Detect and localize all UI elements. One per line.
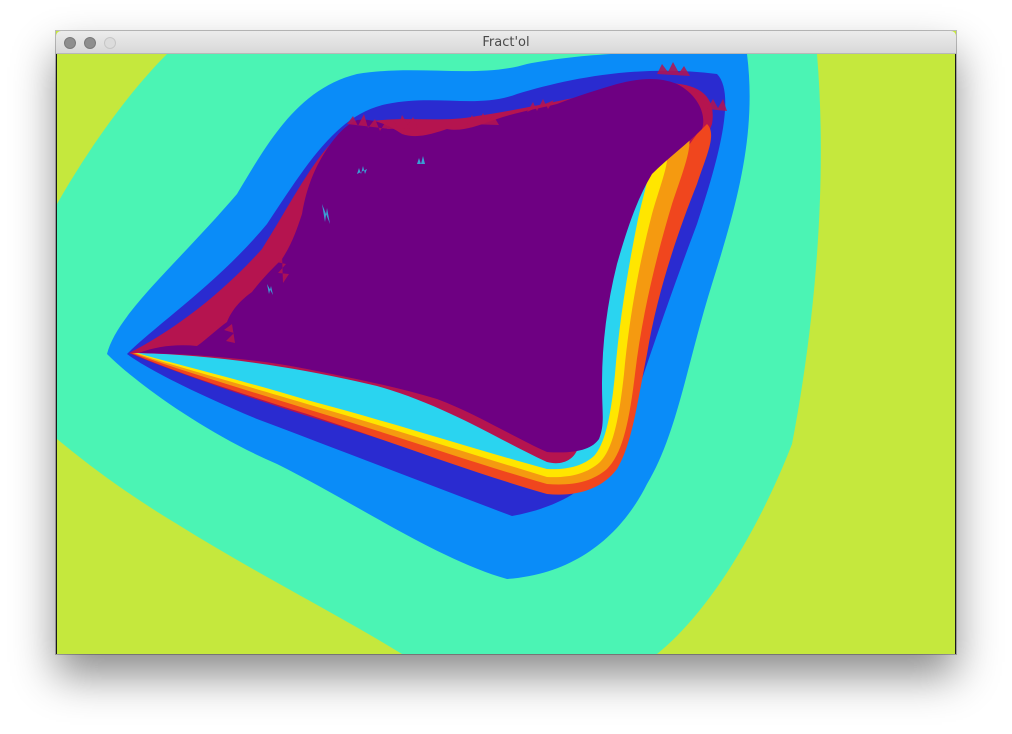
app-window: Fract'ol [56, 31, 956, 654]
fractal-canvas[interactable] [56, 54, 956, 654]
fractal-fringe [224, 62, 727, 343]
fractal-fringe-highlights [267, 156, 425, 295]
minimize-icon[interactable] [84, 37, 96, 49]
fractal-render [57, 54, 955, 654]
close-icon[interactable] [64, 37, 76, 49]
fractal-ring-6 [133, 136, 690, 485]
fractal-interior [139, 79, 704, 453]
fractal-ring-5 [131, 124, 712, 495]
zoom-icon[interactable] [104, 37, 116, 49]
window-title: Fract'ol [482, 35, 530, 50]
title-bar[interactable]: Fract'ol [56, 31, 956, 54]
